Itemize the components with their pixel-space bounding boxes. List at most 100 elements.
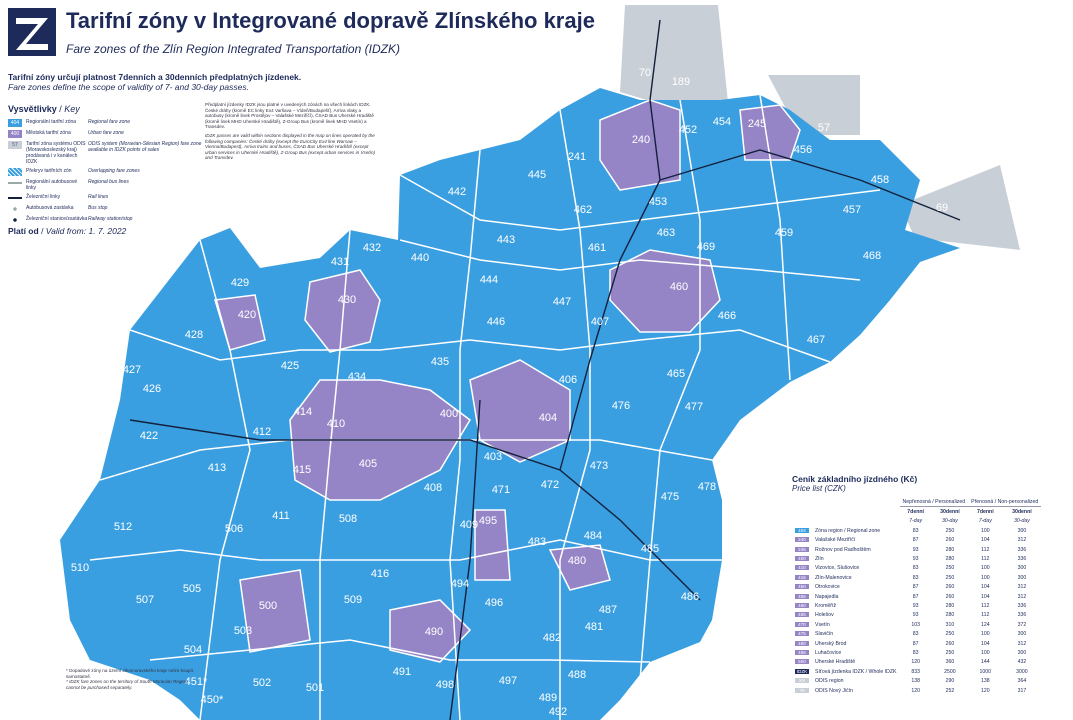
zone-label: 454 bbox=[713, 116, 731, 128]
price-row: 500 Uherské Hradiště 120 360 144 432 bbox=[792, 658, 1041, 667]
price: 250 bbox=[945, 574, 955, 581]
price-title: Ceník základního jízdného (Kč) bbox=[792, 474, 918, 484]
urban-zone bbox=[548, 544, 611, 591]
rail-line bbox=[449, 399, 481, 720]
cell: 470 bbox=[792, 620, 812, 629]
zone-label: 453 bbox=[649, 196, 667, 208]
price: 87 bbox=[912, 584, 919, 591]
zone-name: Síťová jízdenka IDZK / Whole IDZK bbox=[815, 668, 897, 675]
key-label: Městská tarifní zóna bbox=[26, 130, 71, 136]
price-row: 470 Vsetín 103 310 124 372 bbox=[792, 620, 1041, 629]
header-cell: 30-day bbox=[1013, 518, 1030, 525]
cell: 465 bbox=[792, 611, 812, 620]
zone-label: 471 bbox=[492, 484, 510, 496]
price: 83 bbox=[912, 649, 919, 656]
key-item: 404 Regionální tarifní zóna Regional fare … bbox=[8, 119, 208, 127]
zone-label: 403 bbox=[484, 451, 502, 463]
zone-border bbox=[319, 229, 351, 720]
price: 300 bbox=[1017, 527, 1027, 534]
zone-name: Vsetín bbox=[815, 621, 830, 628]
zone-label: 483 bbox=[528, 536, 546, 548]
subtitle: Fare zones of the Zlín Region Integrated… bbox=[66, 42, 400, 56]
zone-code: 470 bbox=[795, 621, 809, 627]
price: 250 bbox=[945, 527, 955, 534]
zone-label: 489 bbox=[539, 692, 557, 704]
zone-name: Zlín bbox=[815, 556, 824, 563]
price: 2500 bbox=[944, 668, 956, 675]
header-cell: Přenosná / Non-personalized bbox=[968, 497, 1042, 508]
zone-label: 510 bbox=[71, 562, 89, 574]
intro-cs: Tarifní zóny určují platnost 7denních a … bbox=[8, 72, 302, 82]
valid-from: Platí od / Valid from: 1. 7. 2022 bbox=[8, 226, 127, 236]
price: 93 bbox=[912, 602, 919, 609]
zone-label: 430 bbox=[338, 294, 356, 306]
note-en: IDZK passes are valid within sections di… bbox=[205, 132, 376, 161]
zone-code: 485 bbox=[795, 649, 809, 655]
price: 144 bbox=[980, 659, 990, 666]
zone-border bbox=[199, 239, 251, 720]
key-label-en: Bus stop bbox=[88, 205, 108, 211]
note-cs: Předplatní jízdenky IDZK jsou platné v u… bbox=[205, 102, 374, 130]
zone-label: 463 bbox=[657, 227, 675, 239]
price: 312 bbox=[1017, 640, 1027, 647]
zone-label: 506 bbox=[225, 523, 243, 535]
price: 104 bbox=[980, 537, 990, 544]
zone-borders bbox=[89, 94, 881, 720]
price: 100 bbox=[980, 631, 990, 638]
zone-label: 445 bbox=[528, 169, 546, 181]
key-swatch bbox=[8, 168, 22, 176]
zone-label: 477 bbox=[685, 401, 703, 413]
header-row: 7denní 30denní 7denní 30denní bbox=[792, 507, 1041, 517]
key-item: Železniční stanice/zastávka Railway stati… bbox=[8, 216, 208, 224]
zone-label: 431 bbox=[331, 256, 349, 268]
zone-name: Zlín-Malenovice bbox=[815, 574, 852, 581]
price: 336 bbox=[1017, 602, 1027, 609]
price: 112 bbox=[981, 612, 990, 619]
price-row: 450 Otrokovice 87 260 104 312 bbox=[792, 583, 1041, 592]
zone-label: 478 bbox=[698, 481, 716, 493]
zone-label: 57 bbox=[818, 122, 830, 134]
cell: 415 bbox=[792, 573, 812, 582]
zone-label: 451* bbox=[185, 676, 208, 688]
urban-zone bbox=[739, 104, 801, 161]
zone-name: ODIS region bbox=[815, 678, 844, 685]
cell: 485 bbox=[792, 648, 812, 657]
price: 280 bbox=[945, 556, 955, 563]
zone-name: Luhačovice bbox=[815, 649, 842, 656]
price: 310 bbox=[945, 621, 955, 628]
price: 1000 bbox=[979, 668, 992, 675]
zone-label: 458 bbox=[871, 174, 889, 186]
zone-label: 486 bbox=[681, 591, 699, 603]
zone-label: 428 bbox=[185, 329, 203, 341]
price-list: Ceník základního jízdného (Kč) Price lis… bbox=[792, 474, 1060, 696]
zone-label: 484 bbox=[584, 530, 602, 542]
cell bbox=[792, 507, 900, 517]
key-item: Autobusová zastávka Bus stop bbox=[8, 205, 208, 213]
price-row: 410 Vizovice, Slušovice 83 250 100 300 bbox=[792, 564, 1041, 573]
zone-label: 413 bbox=[208, 462, 226, 474]
key-swatch bbox=[8, 194, 22, 202]
zone-label: 450* bbox=[201, 694, 224, 706]
zone-label: 415 bbox=[293, 464, 311, 476]
zone-label: 405 bbox=[359, 458, 377, 470]
key-label-en: Railway station/stop bbox=[88, 216, 133, 222]
key-item: 400 Městská tarifní zóna Urban fare zone bbox=[8, 130, 208, 138]
zone-label: 498 bbox=[436, 679, 454, 691]
zone-label: 400 bbox=[440, 408, 458, 420]
zone-label: 480 bbox=[568, 555, 586, 567]
odis-zone bbox=[620, 5, 730, 122]
cell: 400 bbox=[792, 554, 812, 563]
price: 103 bbox=[911, 621, 920, 628]
zone-code: 500 bbox=[795, 659, 809, 665]
zone-border bbox=[639, 99, 701, 681]
zone-label: 476 bbox=[612, 400, 630, 412]
intro: Tarifní zóny určují platnost 7denních a … bbox=[8, 72, 328, 92]
cell: 410 bbox=[792, 564, 812, 573]
header-cell: 7-day bbox=[909, 518, 923, 525]
price: 280 bbox=[945, 612, 955, 619]
price: 93 bbox=[912, 612, 919, 619]
price: 93 bbox=[912, 546, 919, 553]
price-row: IDZK Síťová jízdenka IDZK / Whole IDZK 833… bbox=[792, 667, 1041, 676]
price: 104 bbox=[980, 584, 990, 591]
zone-label: 432 bbox=[363, 242, 381, 254]
